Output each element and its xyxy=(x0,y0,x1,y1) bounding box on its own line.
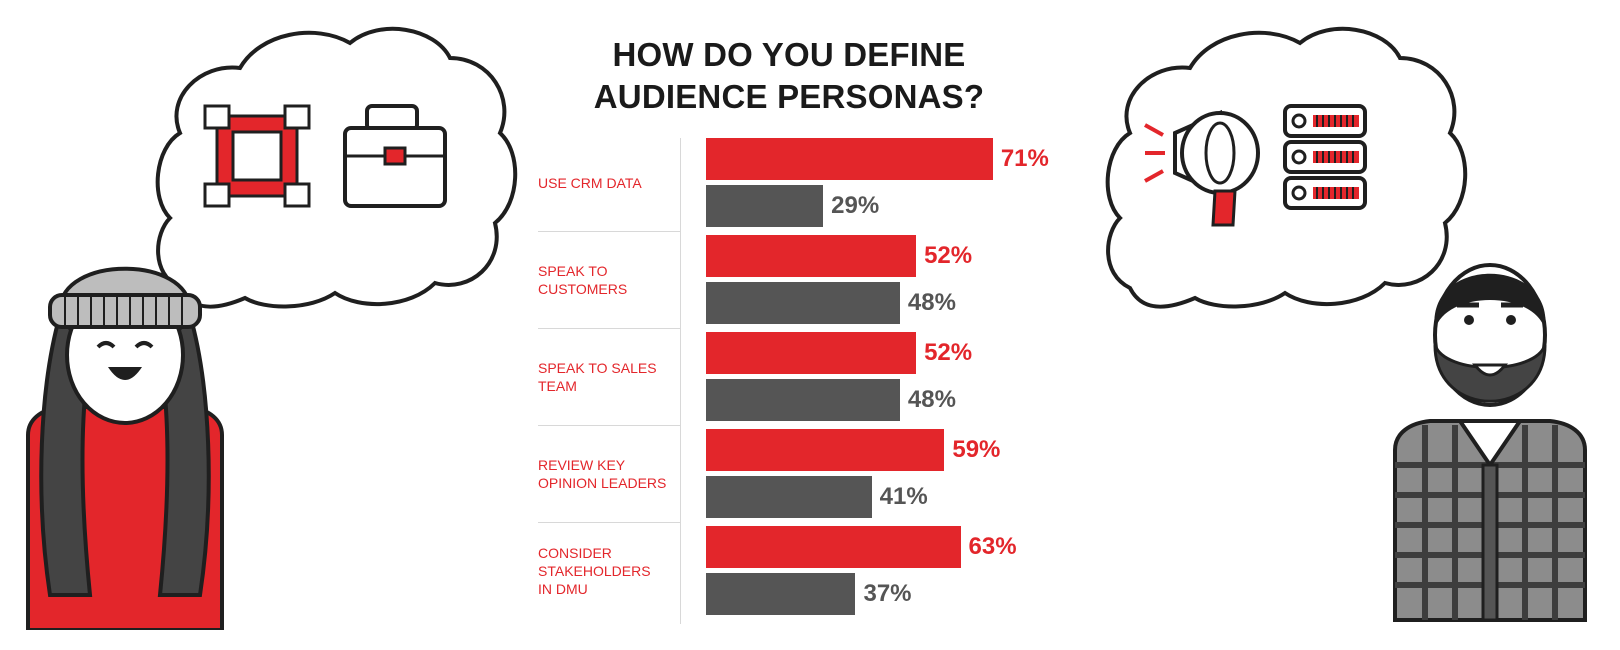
bar-red xyxy=(706,526,961,568)
briefcase-icon xyxy=(343,104,447,208)
data-label: 29% xyxy=(831,192,880,219)
data-label: 52% xyxy=(924,242,973,269)
data-label: 41% xyxy=(879,483,928,510)
category-label: SPEAK TO SALES TEAM xyxy=(538,359,657,394)
bar-red xyxy=(706,235,917,277)
bar-red xyxy=(706,332,917,374)
bar-grey xyxy=(706,282,900,324)
data-label: 48% xyxy=(907,289,956,316)
category-divider xyxy=(538,231,680,232)
chart-axis-line xyxy=(680,138,681,624)
megaphone-icon xyxy=(1144,109,1260,227)
category-divider xyxy=(538,328,680,329)
woman-beanie-avatar xyxy=(26,266,224,630)
server-rack-icon xyxy=(1283,104,1367,210)
bar-red xyxy=(706,429,945,471)
chart-title-line-2: AUDIENCE PERSONAS? xyxy=(593,78,985,115)
left-thought-bubble xyxy=(155,26,518,309)
data-label: 52% xyxy=(924,339,973,366)
category-label: CONSIDER STAKEHOLDERS IN DMU xyxy=(538,544,651,597)
data-label: 71% xyxy=(1000,145,1049,172)
hands-teamwork-icon xyxy=(203,104,311,208)
category-label: USE CRM DATA xyxy=(538,174,642,191)
data-label: 63% xyxy=(968,533,1017,560)
bar-red xyxy=(706,138,993,180)
category-divider xyxy=(538,425,680,426)
bar-grey xyxy=(706,185,824,227)
category-label: REVIEW KEY OPINION LEADERS xyxy=(538,456,667,491)
bearded-man-avatar xyxy=(1393,263,1587,622)
category-label: SPEAK TO CUSTOMERS xyxy=(538,262,628,297)
data-label: 48% xyxy=(907,386,956,413)
category-divider xyxy=(538,522,680,523)
right-thought-bubble xyxy=(1105,26,1468,309)
bar-grey xyxy=(706,476,872,518)
data-label: 59% xyxy=(952,436,1001,463)
chart-title-line-1: HOW DO YOU DEFINE xyxy=(612,36,966,73)
bar-grey xyxy=(706,379,900,421)
bar-grey xyxy=(706,573,856,615)
data-label: 37% xyxy=(863,580,912,607)
